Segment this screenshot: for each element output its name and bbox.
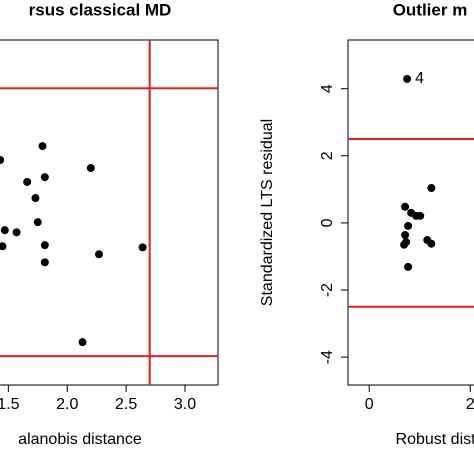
x-tick-label: 2.5 — [115, 396, 137, 413]
chart-title: Outlier m — [393, 0, 468, 19]
point — [12, 228, 21, 237]
x-axis-label: alanobis distance — [18, 431, 142, 448]
point-label: 4 — [415, 70, 424, 87]
x-tick-label: 2.0 — [56, 396, 78, 413]
x-tick-label: 0 — [365, 396, 374, 413]
point — [40, 241, 49, 250]
point — [38, 142, 47, 151]
point — [401, 202, 410, 211]
point — [427, 184, 436, 193]
point — [86, 164, 95, 173]
chart-title: rsus classical MD — [29, 0, 172, 19]
plot-frame — [0, 39, 219, 386]
point — [23, 177, 32, 186]
point — [404, 262, 413, 271]
point — [400, 240, 409, 249]
y-tick-label: 4 — [319, 84, 336, 93]
point — [404, 221, 413, 230]
x-axis-label: Robust dista — [396, 431, 474, 448]
x-tick-label: 2 — [466, 396, 474, 413]
point — [427, 239, 436, 248]
point — [0, 226, 9, 235]
point — [138, 243, 147, 252]
point — [95, 250, 104, 259]
y-tick-label: 2 — [319, 151, 336, 160]
plot-frame — [347, 39, 474, 386]
point — [40, 258, 49, 267]
point — [31, 194, 40, 203]
y-tick-label: -4 — [319, 350, 336, 364]
point — [0, 242, 7, 251]
y-axis-label: Standardized LTS residual — [259, 119, 276, 306]
point — [40, 173, 49, 182]
x-tick-label: 1.5 — [0, 396, 20, 413]
point — [0, 156, 5, 164]
point — [78, 338, 87, 347]
point — [33, 218, 42, 227]
y-tick-label: 0 — [319, 218, 336, 227]
point — [403, 74, 412, 83]
point — [416, 211, 425, 220]
point — [401, 230, 410, 239]
x-tick-label: 3.0 — [174, 396, 196, 413]
y-tick-label: -2 — [319, 283, 336, 297]
